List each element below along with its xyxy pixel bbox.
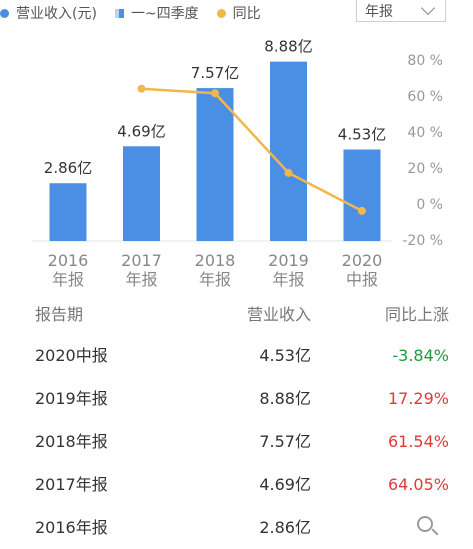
row-revenue: 2.86亿 [259,518,311,537]
revenue-table: 报告期 营业收入 同比上涨 2020中报 4.53亿 -3.84% 2019年报 8.8… [0,296,473,549]
bar-value-label: 4.53亿 [338,125,386,143]
header-revenue: 营业收入 [246,305,311,324]
table-row[interactable]: 2016年报 2.86亿 [0,506,473,549]
quarter-square-icon [114,8,124,18]
bar-value-label: 7.57亿 [191,64,239,82]
x-tick-label: 2017 年报 [121,251,162,289]
legend-quarter-label: 一~四季度 [130,6,199,22]
chart-legend: 营业收入(元) 一~四季度 同比 [0,2,279,24]
yoy-point [211,89,219,98]
revenue-bar [343,149,381,241]
row-yoy: 61.54% [387,432,449,451]
table-header-row: 报告期 营业收入 同比上涨 [0,296,473,334]
header-period: 报告期 [35,305,84,324]
row-period: 2016年报 [35,518,108,537]
row-revenue: 7.57亿 [259,432,311,451]
yoy-dot-icon [216,8,226,18]
legend-revenue-label: 营业收入(元) [16,6,97,22]
header-yoy: 同比上涨 [384,305,449,324]
y-right-tick-label: 0 % [416,197,443,213]
revenue-chart: 2.86亿 4.69亿 7.57亿 8.88亿 4.53亿 2016 年报 2017 年报 201… [32,38,443,289]
bar-value-label: 2.86亿 [44,159,92,177]
x-tick-label: 2018 年报 [195,251,236,289]
table-row[interactable]: 2020中报 4.53亿 -3.84% [0,334,473,377]
revenue-dot-icon [0,8,9,18]
table-row[interactable]: 2017年报 4.69亿 64.05% [0,463,473,506]
legend-item-yoy[interactable]: 同比 [216,3,261,23]
legend-item-quarter[interactable]: 一~四季度 [114,3,199,23]
row-yoy: 17.29% [387,389,449,408]
x-tick-label: 2016 年报 [48,251,89,289]
row-yoy: -3.84% [392,346,449,365]
row-revenue: 4.53亿 [259,346,311,365]
x-tick-label: 2020 中报 [342,251,383,289]
revenue-bar [49,183,87,241]
period-select[interactable]: 年报 [356,0,446,22]
y-right-tick-label: 20 % [407,161,443,177]
yoy-point [137,84,146,93]
y-right-tick-label: 40 % [407,125,443,141]
row-period: 2017年报 [35,475,108,494]
revenue-bar [123,146,160,241]
revenue-bar [196,88,234,241]
revenue-bar [270,61,307,242]
yoy-point [284,168,293,177]
row-revenue: 8.88亿 [259,389,311,408]
row-period: 2018年报 [35,432,108,451]
yoy-line [141,87,363,213]
row-period: 2019年报 [35,389,108,408]
table-row[interactable]: 2018年报 7.57亿 61.54% [0,420,473,463]
legend-yoy-label: 同比 [232,6,261,22]
row-revenue: 4.69亿 [259,475,311,494]
row-yoy: 64.05% [387,475,449,494]
y-right-tick-label: 80 % [407,53,443,69]
row-period: 2020中报 [35,346,108,365]
x-tick-label: 2019 年报 [268,251,309,289]
period-select-value: 年报 [365,3,393,20]
y-right-tick-label: -20 % [402,233,443,249]
bar-value-label: 4.69亿 [117,122,165,140]
yoy-point [358,206,366,215]
y-right-tick-label: 60 % [407,89,443,105]
search-icon[interactable] [417,516,433,532]
bar-value-label: 8.88亿 [264,38,312,56]
legend-item-revenue[interactable]: 营业收入(元) [0,3,97,23]
table-row[interactable]: 2019年报 8.88亿 17.29% [0,377,473,420]
